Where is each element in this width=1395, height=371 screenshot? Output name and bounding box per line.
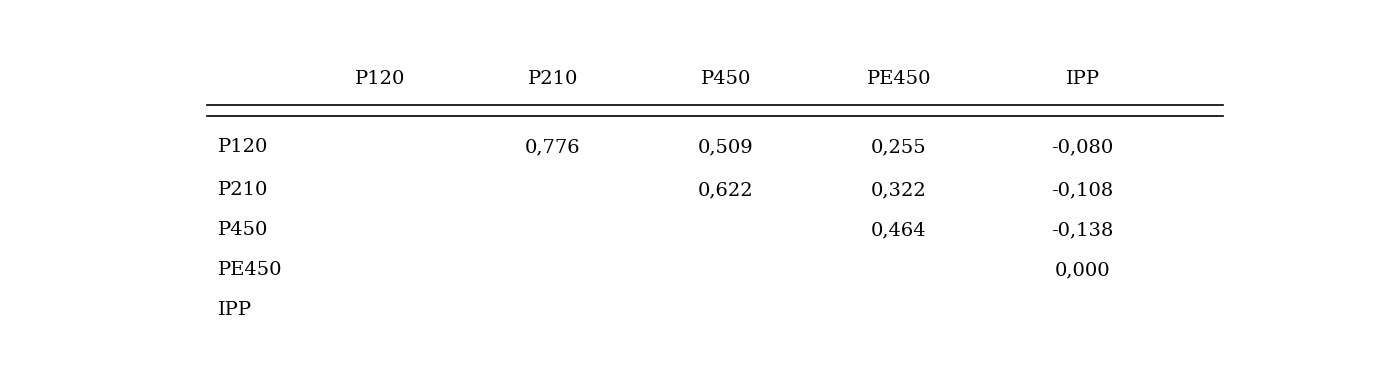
Text: 0,255: 0,255 (870, 138, 926, 156)
Text: -0,138: -0,138 (1052, 221, 1113, 239)
Text: P210: P210 (527, 70, 578, 88)
Text: P120: P120 (354, 70, 405, 88)
Text: P120: P120 (218, 138, 268, 156)
Text: 0,322: 0,322 (870, 181, 926, 199)
Text: IPP: IPP (1066, 70, 1099, 88)
Text: 0,000: 0,000 (1055, 261, 1110, 279)
Text: 0,776: 0,776 (525, 138, 580, 156)
Text: P450: P450 (218, 221, 268, 239)
Text: PE450: PE450 (218, 261, 282, 279)
Text: IPP: IPP (218, 301, 251, 319)
Text: 0,464: 0,464 (870, 221, 926, 239)
Text: -0,080: -0,080 (1052, 138, 1113, 156)
Text: P210: P210 (218, 181, 268, 199)
Text: 0,509: 0,509 (698, 138, 753, 156)
Text: PE450: PE450 (866, 70, 930, 88)
Text: 0,622: 0,622 (698, 181, 753, 199)
Text: -0,108: -0,108 (1052, 181, 1113, 199)
Text: P450: P450 (700, 70, 751, 88)
